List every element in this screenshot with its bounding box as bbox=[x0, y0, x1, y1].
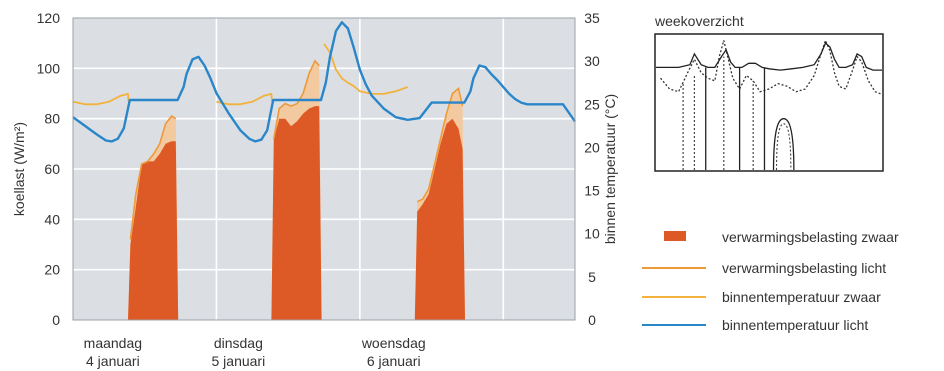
left-tick-label: 80 bbox=[44, 111, 60, 127]
right-tick-label: 0 bbox=[588, 312, 596, 328]
legend: verwarmingsbelasting zwaar verwarmingsbel… bbox=[642, 229, 899, 333]
right-axis-ticks: 0 5 10 15 20 25 30 35 bbox=[584, 10, 600, 328]
legend-label: verwarmingsbelasting licht bbox=[722, 260, 886, 276]
day-name: maandag bbox=[84, 335, 142, 351]
right-axis-label: binnen temperatuur (°C) bbox=[602, 94, 618, 244]
legend-label: verwarmingsbelasting zwaar bbox=[722, 229, 899, 245]
left-tick-label: 20 bbox=[44, 262, 60, 278]
day-name: dinsdag bbox=[214, 335, 263, 351]
right-tick-label: 35 bbox=[584, 10, 600, 26]
right-tick-label: 25 bbox=[584, 96, 600, 112]
day-labels: maandag 4 januari dinsdag 5 januari woensdag… bbox=[84, 335, 426, 369]
right-tick-label: 10 bbox=[584, 226, 600, 242]
left-tick-label: 60 bbox=[44, 161, 60, 177]
area-zwaar bbox=[271, 106, 321, 320]
inset-frame bbox=[655, 34, 883, 171]
left-tick-label: 120 bbox=[37, 10, 61, 26]
left-tick-label: 40 bbox=[44, 211, 60, 227]
day-date: 5 januari bbox=[212, 353, 266, 369]
inset-title: weekoverzicht bbox=[654, 13, 744, 29]
day-date: 4 januari bbox=[86, 353, 140, 369]
left-axis-label: koellast (W/m²) bbox=[11, 122, 27, 216]
left-tick-label: 100 bbox=[37, 60, 61, 76]
legend-label: binnentemperatuur licht bbox=[722, 317, 868, 333]
right-tick-label: 15 bbox=[584, 183, 600, 199]
legend-swatch bbox=[664, 231, 686, 241]
day-date: 6 januari bbox=[367, 353, 421, 369]
legend-label: binnentemperatuur zwaar bbox=[722, 289, 881, 305]
left-tick-label: 0 bbox=[52, 312, 60, 328]
right-tick-label: 20 bbox=[584, 139, 600, 155]
right-tick-label: 30 bbox=[584, 53, 600, 69]
right-tick-label: 5 bbox=[588, 269, 596, 285]
day-name: woensdag bbox=[361, 335, 426, 351]
left-axis-ticks: 0 20 40 60 80 100 120 bbox=[37, 10, 61, 328]
